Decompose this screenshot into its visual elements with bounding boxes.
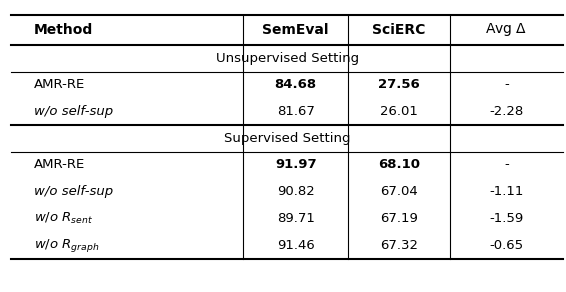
Text: 68.10: 68.10 bbox=[378, 159, 420, 171]
Text: 84.68: 84.68 bbox=[275, 79, 317, 91]
Text: AMR-RE: AMR-RE bbox=[34, 79, 85, 91]
Text: 67.32: 67.32 bbox=[380, 239, 418, 252]
Text: $w/o\ R_{sent}$: $w/o\ R_{sent}$ bbox=[34, 211, 93, 226]
Text: SciERC: SciERC bbox=[372, 23, 426, 37]
Text: 90.82: 90.82 bbox=[277, 185, 315, 198]
Text: AMR-RE: AMR-RE bbox=[34, 159, 85, 171]
Text: 81.67: 81.67 bbox=[277, 105, 315, 118]
Text: -: - bbox=[504, 159, 509, 171]
Text: 67.19: 67.19 bbox=[380, 212, 418, 225]
Text: w/o self-sup: w/o self-sup bbox=[34, 185, 113, 198]
Text: -2.28: -2.28 bbox=[490, 105, 524, 118]
Text: 27.56: 27.56 bbox=[378, 79, 420, 91]
Text: -: - bbox=[504, 79, 509, 91]
Text: 89.71: 89.71 bbox=[277, 212, 315, 225]
Text: SemEval: SemEval bbox=[263, 23, 329, 37]
Text: -1.59: -1.59 bbox=[490, 212, 524, 225]
Text: 26.01: 26.01 bbox=[380, 105, 418, 118]
Text: 67.04: 67.04 bbox=[380, 185, 418, 198]
Text: Avg $\Delta$: Avg $\Delta$ bbox=[486, 21, 528, 39]
Text: -0.65: -0.65 bbox=[490, 239, 524, 252]
Text: 91.97: 91.97 bbox=[275, 159, 316, 171]
Text: Unsupervised Setting: Unsupervised Setting bbox=[216, 52, 359, 65]
Text: Method: Method bbox=[34, 23, 93, 37]
Text: -1.11: -1.11 bbox=[490, 185, 524, 198]
Text: $w/o\ R_{graph}$: $w/o\ R_{graph}$ bbox=[34, 237, 100, 254]
Text: w/o self-sup: w/o self-sup bbox=[34, 105, 113, 118]
Text: Supervised Setting: Supervised Setting bbox=[224, 132, 350, 145]
Text: 91.46: 91.46 bbox=[277, 239, 315, 252]
